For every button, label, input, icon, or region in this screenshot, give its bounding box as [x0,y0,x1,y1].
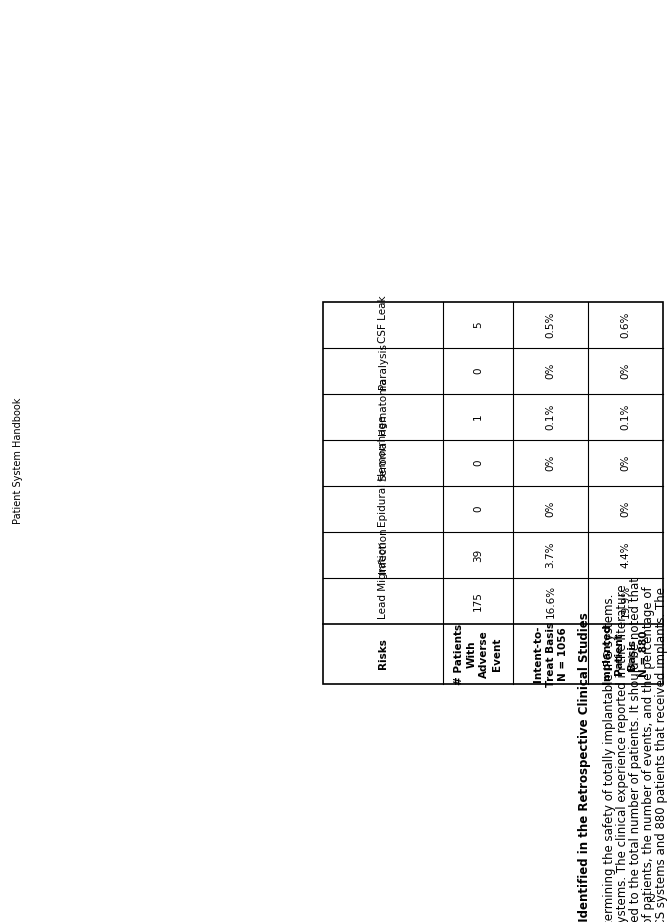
Text: 0: 0 [473,368,483,374]
Text: Seroma: Seroma [378,441,388,481]
Text: 16.6%: 16.6% [545,585,555,618]
Text: 0: 0 [473,506,483,513]
Text: occurrences of each event compared to the total number of patients. It should be: occurrences of each event compared to th… [629,577,642,922]
Text: 0%: 0% [621,455,630,471]
Text: 0.5%: 0.5% [545,312,555,338]
Text: citations cover both IPG and RF Systems. The clinical experience reported in the: citations cover both IPG and RF Systems.… [616,585,629,922]
Text: 0%: 0% [621,501,630,517]
Text: 3.7%: 3.7% [545,542,555,568]
Text: 0%: 0% [545,501,555,517]
Text: Epidural Hemorrhage: Epidural Hemorrhage [378,416,388,527]
Text: Implanted
Patient
Basis
N = 880: Implanted Patient Basis N = 880 [602,624,649,684]
Text: Table 1: Summary of Risks Identified in the Retrospective Clinical Studies: Table 1: Summary of Risks Identified in … [578,612,591,922]
Text: CSF Leak: CSF Leak [378,295,388,343]
Text: 0.6%: 0.6% [621,312,630,338]
Text: 5: 5 [473,322,483,328]
Text: Risks: Risks [378,639,388,669]
Text: 39: 39 [473,549,483,561]
Text: table below depicts the number of patients, the number of events, and the percen: table below depicts the number of patien… [642,586,655,922]
Text: Lead Migration: Lead Migration [378,541,388,619]
Bar [323,302,663,684]
Text: 4.4%: 4.4% [621,542,630,568]
Text: 0%: 0% [545,455,555,471]
Text: 1: 1 [473,414,483,420]
Text: 0: 0 [473,460,483,467]
Text: Patient System Handbook: Patient System Handbook [13,397,23,525]
Text: Hematoma: Hematoma [378,377,388,435]
Text: # Patients
With
Adverse
Event: # Patients With Adverse Event [454,623,502,684]
Text: Paralysis: Paralysis [378,343,388,389]
Text: 0%: 0% [621,363,630,379]
Text: Infection: Infection [378,527,388,573]
Text: 2: 2 [648,894,655,904]
Text: 19.9%: 19.9% [621,585,630,618]
Text: Intent-to-
Treat Basis
N = 1056: Intent-to- Treat Basis N = 1056 [533,621,568,687]
Text: 0.1%: 0.1% [621,404,630,431]
Text: 175: 175 [473,591,483,611]
Text: 0%: 0% [545,363,555,379]
Text: 0.1%: 0.1% [545,404,555,431]
Text: on RF systems is relevant to determining the safety of totally implantable IPG s: on RF systems is relevant to determining… [603,594,616,922]
Text: patients that were trialed with SCS systems and 880 patients that received impla: patients that were trialed with SCS syst… [655,586,668,922]
